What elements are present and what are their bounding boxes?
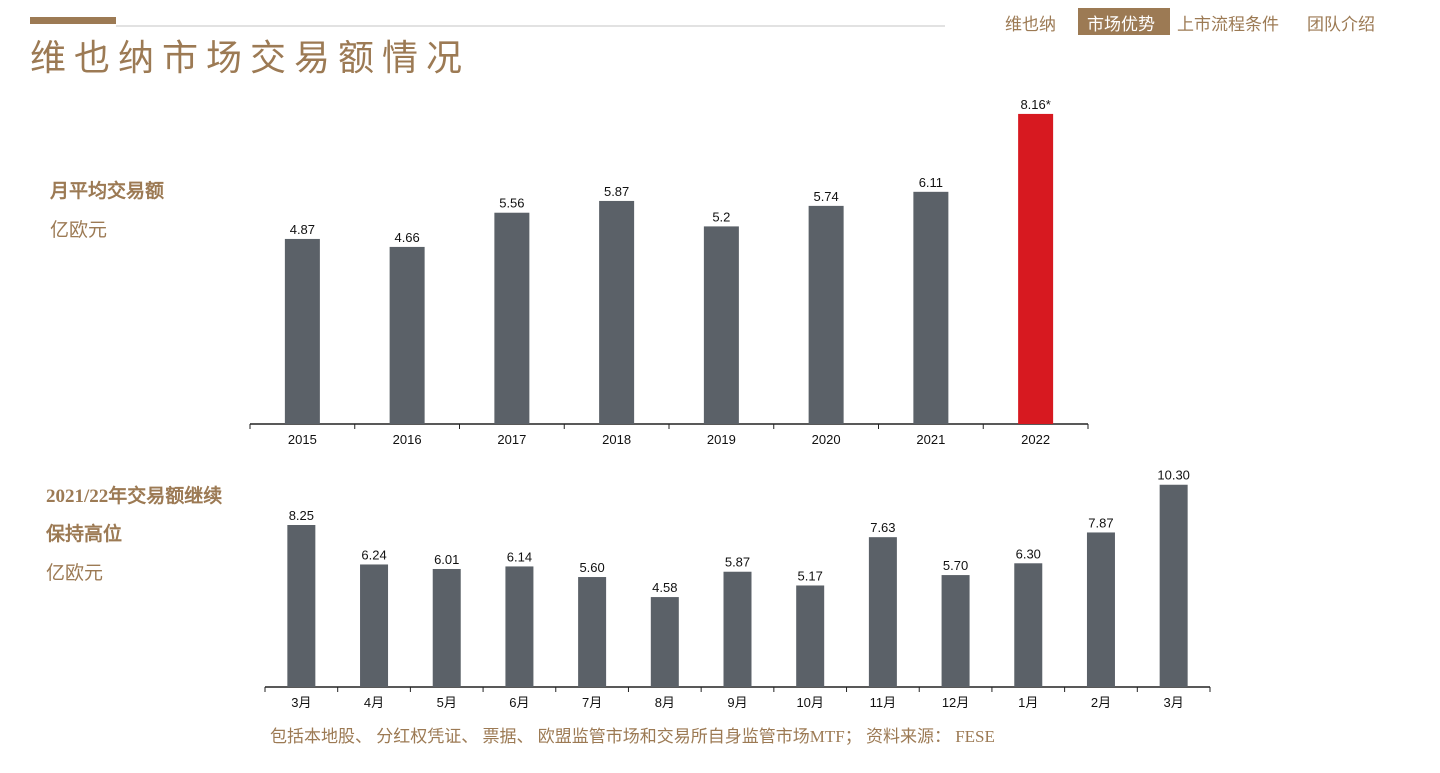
x-tick-label: 3月 (1164, 695, 1184, 710)
nav-item[interactable]: 上市流程条件 (1177, 15, 1279, 34)
chart-title: 保持高位 (45, 522, 122, 545)
bar (796, 585, 825, 687)
x-tick-label: 2018 (602, 432, 631, 447)
value-label: 7.87 (1088, 515, 1113, 530)
value-label: 5.87 (604, 184, 629, 199)
x-tick-label: 10月 (796, 695, 823, 710)
bar (505, 566, 534, 687)
bar (494, 212, 530, 424)
x-tick-label: 2016 (393, 432, 422, 447)
bar (723, 571, 752, 687)
bar (650, 597, 679, 687)
x-tick-label: 2021 (916, 432, 945, 447)
page-title: 维也纳市场交易额情况 (30, 38, 470, 78)
x-tick-label: 5月 (437, 695, 457, 710)
value-label: 8.16* (1020, 97, 1050, 112)
x-tick-label: 2019 (707, 432, 736, 447)
value-label: 5.87 (725, 555, 750, 570)
nav-item[interactable]: 团队介绍 (1307, 15, 1375, 34)
value-label: 5.2 (712, 209, 730, 224)
bar (432, 568, 461, 687)
bar (287, 525, 316, 687)
value-label: 5.70 (943, 558, 968, 573)
value-label: 5.56 (499, 196, 524, 211)
bar (284, 238, 320, 424)
bar (703, 226, 739, 424)
x-tick-label: 2015 (288, 432, 317, 447)
bar (913, 191, 949, 424)
bar (808, 205, 844, 424)
value-label: 6.24 (361, 547, 386, 562)
value-label: 6.14 (507, 549, 532, 564)
nav-item[interactable]: 市场优势 (1087, 15, 1155, 34)
x-tick-label: 3月 (291, 695, 311, 710)
nav: 维也纳 市场优势 上市流程条件 团队介绍 (1005, 8, 1375, 35)
footnote: 包括本地股、 分红权凭证、 票据、 欧盟监管市场和交易所自身监管市场MTF； 资… (270, 727, 995, 746)
unit-label: 亿欧元 (46, 562, 103, 584)
value-label: 10.30 (1157, 468, 1190, 483)
value-label: 4.66 (394, 230, 419, 245)
x-tick-label: 2020 (812, 432, 841, 447)
bar (1086, 532, 1115, 687)
x-tick-label: 7月 (582, 695, 602, 710)
value-label: 6.11 (919, 175, 943, 190)
bar (578, 577, 607, 687)
x-tick-label: 8月 (655, 695, 675, 710)
bar (868, 537, 897, 687)
x-tick-label: 1月 (1018, 695, 1038, 710)
x-tick-label: 12月 (942, 695, 969, 710)
value-label: 4.87 (290, 222, 315, 237)
chart-title: 月平均交易额 (49, 179, 164, 202)
bar (1159, 484, 1188, 687)
bar (599, 200, 635, 424)
chart-title: 2021/22年交易额继续 (46, 484, 222, 507)
value-label: 5.60 (579, 560, 604, 575)
x-tick-label: 11月 (870, 695, 897, 710)
x-tick-label: 2月 (1091, 695, 1111, 710)
x-tick-label: 9月 (727, 695, 747, 710)
value-label: 5.74 (813, 189, 838, 204)
bar (389, 246, 425, 424)
x-tick-label: 6月 (509, 695, 529, 710)
bar (1018, 113, 1054, 425)
unit-label: 亿欧元 (50, 219, 107, 241)
value-label: 5.17 (798, 568, 823, 583)
value-label: 7.63 (870, 520, 895, 535)
title-accent (30, 17, 116, 24)
value-label: 6.01 (434, 552, 459, 567)
x-tick-label: 2022 (1021, 432, 1050, 447)
bar (941, 575, 970, 687)
value-label: 6.30 (1016, 546, 1041, 561)
x-tick-label: 2017 (497, 432, 526, 447)
value-label: 4.58 (652, 580, 677, 595)
nav-item[interactable]: 维也纳 (1005, 15, 1056, 34)
value-label: 8.25 (289, 508, 314, 523)
bar (1014, 563, 1043, 687)
bar (360, 564, 389, 687)
x-tick-label: 4月 (364, 695, 384, 710)
nav-highlight (1078, 8, 1170, 35)
